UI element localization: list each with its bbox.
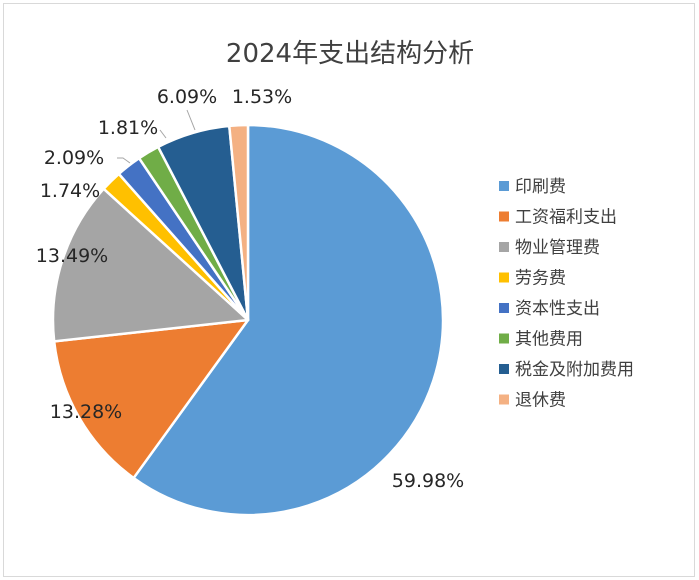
data-labels: 59.98% 13.28% 13.49% 1.74% 2.09% 1.81% 6.09% 1.… (36, 86, 464, 492)
pie-slice-2 (52, 318, 250, 480)
legend-label-3: 物业管理费 (515, 238, 600, 258)
legend-label-1: 印刷费 (515, 177, 566, 197)
data-label-3: 13.49% (36, 245, 108, 267)
data-label-1: 59.98% (392, 470, 464, 492)
legend-swatch-8 (499, 394, 509, 405)
legend-label-7: 税金及附加费用 (515, 360, 634, 380)
legend-label-6: 其他费用 (515, 330, 583, 350)
legend-swatch-5 (499, 303, 509, 313)
pie-slice-1 (132, 123, 445, 517)
legend-swatch-3 (499, 242, 509, 252)
legend-swatch-2 (499, 211, 509, 222)
pie-slice-8 (228, 123, 250, 322)
legend-label-5: 资本性支出 (515, 299, 600, 319)
pie-slices (51, 123, 445, 517)
leader-line-7 (186, 109, 196, 131)
legend-label-2: 工资福利支出 (515, 208, 617, 228)
leader-line-6 (159, 129, 167, 139)
legend-swatch-1 (499, 181, 509, 191)
legend-swatch-6 (499, 333, 509, 344)
legend-label-4: 劳务费 (515, 269, 566, 289)
data-label-5: 2.09% (44, 147, 104, 169)
data-label-7: 6.09% (157, 86, 217, 108)
data-label-8: 1.53% (232, 86, 292, 108)
data-label-4: 1.74% (40, 180, 100, 202)
chart-title: 2024年支出结构分析 (226, 39, 474, 69)
data-label-2: 13.28% (50, 401, 122, 423)
leader-line-5 (117, 157, 131, 164)
legend-swatch-7 (499, 364, 509, 374)
data-label-6: 1.81% (98, 117, 158, 139)
pie-slice-3 (51, 187, 250, 343)
legend-label-8: 退休费 (515, 391, 566, 411)
legend-swatch-4 (499, 272, 509, 283)
